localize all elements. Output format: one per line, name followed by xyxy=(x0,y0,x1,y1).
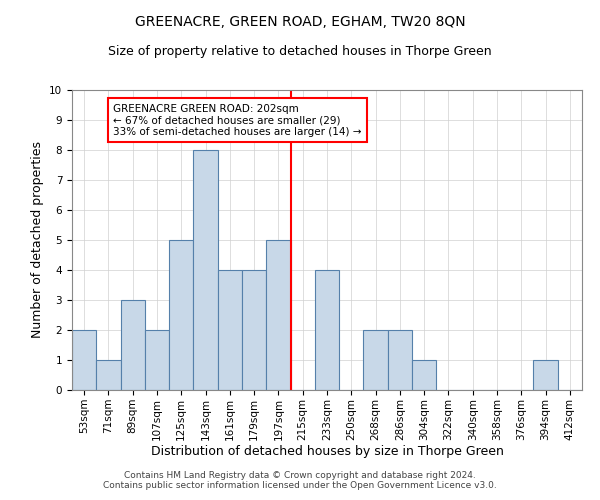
Bar xyxy=(388,330,412,390)
Bar xyxy=(266,240,290,390)
Bar xyxy=(412,360,436,390)
Bar xyxy=(315,270,339,390)
Text: GREENACRE, GREEN ROAD, EGHAM, TW20 8QN: GREENACRE, GREEN ROAD, EGHAM, TW20 8QN xyxy=(134,15,466,29)
Bar xyxy=(193,150,218,390)
Bar xyxy=(169,240,193,390)
Bar xyxy=(96,360,121,390)
Bar xyxy=(242,270,266,390)
Bar xyxy=(533,360,558,390)
Bar xyxy=(72,330,96,390)
Y-axis label: Number of detached properties: Number of detached properties xyxy=(31,142,44,338)
Bar xyxy=(121,300,145,390)
Bar xyxy=(145,330,169,390)
Bar xyxy=(364,330,388,390)
Text: Size of property relative to detached houses in Thorpe Green: Size of property relative to detached ho… xyxy=(108,45,492,58)
X-axis label: Distribution of detached houses by size in Thorpe Green: Distribution of detached houses by size … xyxy=(151,446,503,458)
Text: GREENACRE GREEN ROAD: 202sqm
← 67% of detached houses are smaller (29)
33% of se: GREENACRE GREEN ROAD: 202sqm ← 67% of de… xyxy=(113,104,362,136)
Text: Contains HM Land Registry data © Crown copyright and database right 2024.
Contai: Contains HM Land Registry data © Crown c… xyxy=(103,470,497,490)
Bar xyxy=(218,270,242,390)
